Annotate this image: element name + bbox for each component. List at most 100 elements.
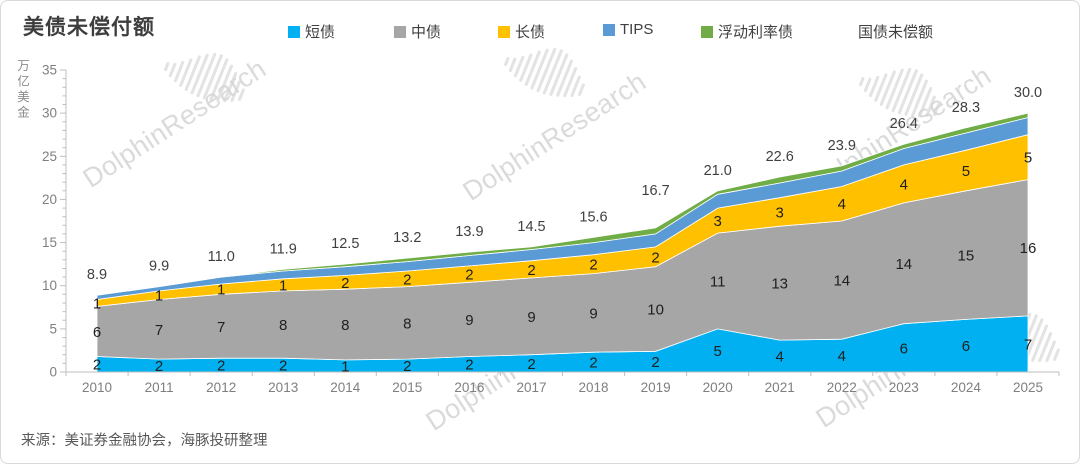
legend-swatch-long-debt bbox=[498, 25, 510, 38]
svg-text:2: 2 bbox=[589, 257, 597, 274]
legend-swatch-tips bbox=[603, 23, 615, 36]
svg-text:5: 5 bbox=[49, 321, 57, 336]
area-series-浮动利率债 bbox=[96, 112, 1029, 296]
svg-text:1: 1 bbox=[93, 296, 101, 313]
svg-text:2024: 2024 bbox=[951, 380, 982, 395]
svg-text:13.2: 13.2 bbox=[393, 230, 421, 246]
svg-text:35: 35 bbox=[42, 63, 57, 78]
svg-text:4: 4 bbox=[838, 348, 846, 365]
legend-label: 长债 bbox=[515, 24, 546, 41]
svg-text:2: 2 bbox=[651, 249, 659, 266]
svg-text:12.5: 12.5 bbox=[331, 236, 359, 252]
svg-text:30.0: 30.0 bbox=[1014, 85, 1042, 101]
svg-text:1: 1 bbox=[279, 277, 287, 294]
legend-item-frn: 浮动利率债 bbox=[701, 21, 793, 42]
svg-text:1: 1 bbox=[217, 282, 225, 299]
svg-text:8: 8 bbox=[403, 315, 411, 332]
svg-text:22.6: 22.6 bbox=[766, 149, 794, 165]
svg-text:16.7: 16.7 bbox=[641, 183, 669, 199]
legend-item-short-debt: 短债 bbox=[288, 21, 335, 42]
svg-text:4: 4 bbox=[900, 176, 908, 193]
legend-swatch-short-debt bbox=[288, 25, 300, 38]
dolphin-logo-stripes-icon bbox=[859, 67, 940, 118]
legend-label: TIPS bbox=[620, 21, 654, 38]
svg-text:2: 2 bbox=[465, 357, 473, 374]
dolphin-logo-stripes-icon bbox=[164, 52, 245, 103]
svg-text:11: 11 bbox=[710, 274, 726, 291]
svg-text:2: 2 bbox=[217, 358, 225, 375]
svg-text:25: 25 bbox=[42, 149, 57, 164]
svg-text:15.6: 15.6 bbox=[579, 209, 607, 225]
dolphin-logo-stripes-icon bbox=[504, 47, 585, 98]
svg-text:15: 15 bbox=[958, 248, 975, 265]
svg-text:2010: 2010 bbox=[82, 380, 112, 395]
total-labels: 8.99.911.0 11.9 12.5 13.2 13.9 14.515.616.721… bbox=[87, 85, 1042, 283]
legend-label: 中债 bbox=[411, 24, 442, 41]
legend-label: 国债未偿额 bbox=[858, 24, 934, 41]
svg-text:5: 5 bbox=[714, 343, 722, 360]
svg-text:8: 8 bbox=[341, 317, 349, 334]
svg-text:16: 16 bbox=[1020, 240, 1037, 257]
svg-text:2018: 2018 bbox=[578, 380, 608, 395]
svg-text:2: 2 bbox=[279, 358, 287, 375]
svg-text:2011: 2011 bbox=[145, 380, 174, 395]
svg-text:2013: 2013 bbox=[268, 380, 298, 395]
svg-text:8.9: 8.9 bbox=[87, 267, 107, 283]
svg-text:13.9: 13.9 bbox=[455, 224, 483, 240]
svg-text:1: 1 bbox=[155, 288, 163, 305]
svg-text:8: 8 bbox=[279, 317, 287, 334]
svg-text:2: 2 bbox=[527, 262, 535, 279]
svg-text:23.9: 23.9 bbox=[828, 138, 856, 154]
svg-text:2017: 2017 bbox=[516, 380, 546, 395]
svg-text:2021: 2021 bbox=[765, 380, 795, 395]
svg-text:2012: 2012 bbox=[206, 380, 236, 395]
area-series-group bbox=[96, 112, 1029, 373]
svg-text:4: 4 bbox=[838, 196, 846, 213]
svg-text:2019: 2019 bbox=[641, 380, 671, 395]
svg-text:9: 9 bbox=[465, 312, 473, 329]
svg-text:13: 13 bbox=[771, 276, 788, 293]
svg-text:2: 2 bbox=[651, 354, 659, 371]
svg-text:2: 2 bbox=[403, 271, 411, 288]
svg-text:5: 5 bbox=[962, 163, 970, 180]
svg-text:3: 3 bbox=[776, 204, 784, 221]
svg-text:11.0: 11.0 bbox=[208, 249, 235, 265]
svg-text:3: 3 bbox=[714, 213, 722, 230]
legend-swatch-frn bbox=[701, 25, 713, 38]
svg-text:10: 10 bbox=[42, 278, 57, 293]
svg-text:2: 2 bbox=[527, 356, 535, 373]
legend-label: 短债 bbox=[305, 24, 336, 41]
svg-text:6: 6 bbox=[962, 338, 970, 355]
svg-text:10: 10 bbox=[647, 302, 664, 319]
svg-text:14: 14 bbox=[895, 256, 912, 273]
svg-text:28.3: 28.3 bbox=[952, 100, 980, 116]
svg-text:5: 5 bbox=[1024, 150, 1032, 167]
svg-text:9.9: 9.9 bbox=[149, 259, 169, 275]
y-axis-title: 万亿美金 bbox=[15, 59, 29, 121]
svg-text:2: 2 bbox=[465, 267, 473, 284]
svg-text:20: 20 bbox=[42, 192, 57, 207]
page-title: 美债未偿付额 bbox=[23, 16, 155, 39]
svg-text:30: 30 bbox=[42, 106, 57, 121]
legend-swatch-medium-debt bbox=[394, 25, 406, 38]
svg-text:2: 2 bbox=[155, 358, 163, 375]
svg-text:2022: 2022 bbox=[827, 380, 857, 395]
svg-text:2014: 2014 bbox=[330, 380, 361, 395]
svg-text:9: 9 bbox=[589, 305, 597, 322]
legend-label: 浮动利率债 bbox=[718, 24, 794, 41]
svg-text:7: 7 bbox=[1024, 337, 1032, 354]
legend-item-long-debt: 长债 bbox=[498, 21, 545, 42]
svg-text:14: 14 bbox=[833, 273, 850, 290]
svg-text:2016: 2016 bbox=[454, 380, 484, 395]
svg-text:2: 2 bbox=[341, 275, 349, 292]
svg-text:2: 2 bbox=[93, 357, 101, 374]
svg-text:6: 6 bbox=[93, 324, 101, 341]
svg-text:26.4: 26.4 bbox=[890, 116, 918, 132]
svg-text:14.5: 14.5 bbox=[517, 219, 545, 235]
svg-text:7: 7 bbox=[155, 322, 163, 339]
legend-item-medium-debt: 中债 bbox=[394, 21, 441, 42]
